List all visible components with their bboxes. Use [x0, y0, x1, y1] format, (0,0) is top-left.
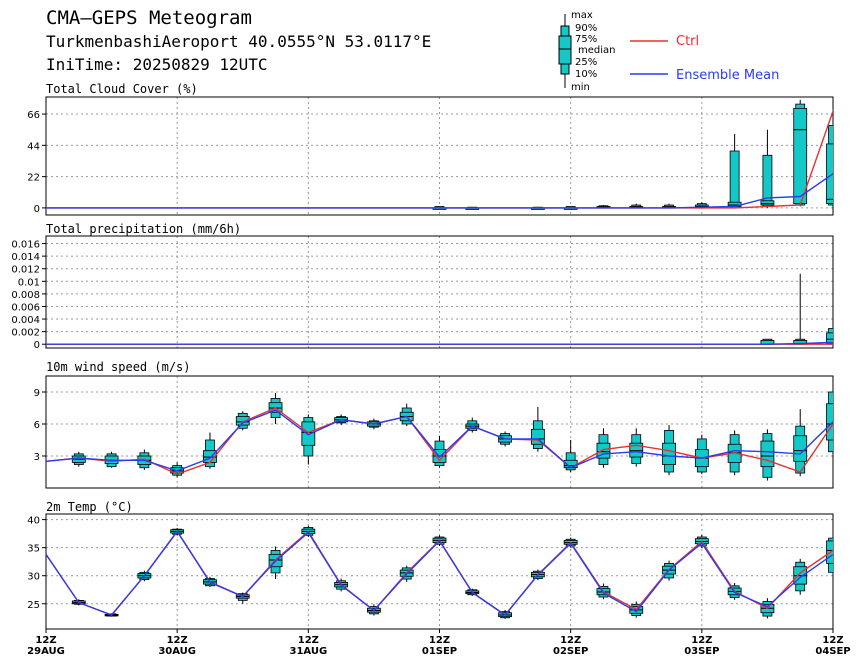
wind-panel-title: 10m wind speed (m/s): [46, 360, 191, 374]
cloud-ytick-label: 0: [34, 204, 40, 215]
legend-mean-label: Ensemble Mean: [676, 68, 779, 83]
cloud-box: [826, 119, 833, 207]
temp-frame: [45, 513, 834, 630]
cloud-box: [727, 133, 742, 209]
wind-ytick-label: 3: [34, 452, 40, 463]
precip-ytick-label: 0.006: [11, 302, 40, 313]
precip-ytick-label: 0.004: [11, 315, 40, 326]
x-tick-date: 29AUG: [27, 646, 65, 657]
temp-mean-line: [46, 530, 833, 616]
legend-box-p90: 90%: [575, 23, 597, 34]
cloud-panel: Total Cloud Cover (%) 0 22 44 66: [27, 82, 834, 216]
temp-plot-area: [46, 525, 833, 619]
x-tick-date: 02SEP: [553, 646, 588, 657]
chart-title: CMA—GEPS Meteogram: [46, 7, 252, 29]
legend-box-p75: 75%: [575, 34, 597, 45]
x-tick-time: 12Z: [822, 635, 843, 646]
legend-box-p25: 25%: [575, 57, 597, 68]
temp-ytick-label: 30: [27, 572, 40, 583]
precip-ytick-label: 0.012: [11, 265, 40, 276]
x-tick-date: 31AUG: [289, 646, 327, 657]
wind-box: [530, 406, 545, 452]
legend-box-p10: 10%: [575, 69, 597, 80]
wind-box: [694, 434, 709, 475]
precip-ctrl-line: [46, 343, 833, 345]
x-tick-time: 12Z: [167, 635, 188, 646]
temp-panel-title: 2m Temp (°C): [46, 500, 133, 514]
x-tick-time: 12Z: [691, 635, 712, 646]
wind-box: [301, 414, 316, 465]
legend-box-glyph: [558, 14, 572, 88]
temp-panel: 2m Temp (°C) 25 30 35 40: [27, 500, 834, 630]
precip-box: [793, 273, 808, 345]
legend-box-min: min: [571, 82, 590, 93]
wind-box: [826, 385, 833, 456]
wind-box: [596, 428, 611, 468]
legend-box-median: median: [578, 45, 616, 56]
precip-ytick-label: 0.002: [11, 328, 40, 339]
precip-ytick-label: 0.014: [11, 252, 40, 263]
x-tick-time: 12Z: [35, 635, 56, 646]
precip-panel-title: Total precipitation (mm/6h): [46, 222, 241, 236]
precip-ytick-label: 0: [34, 340, 40, 351]
temp-ytick-label: 40: [27, 516, 40, 527]
wind-mean-line: [46, 409, 833, 472]
precip-ytick-label: 0.016: [11, 240, 40, 251]
cloud-box: [760, 129, 775, 208]
temp-ytick-label: 25: [27, 600, 40, 611]
legend-ctrl-label: Ctrl: [676, 34, 699, 49]
cloud-ytick-label: 66: [27, 110, 40, 121]
precip-ytick-label: 0.008: [11, 290, 40, 301]
temp-box: [268, 546, 283, 580]
precip-mean-line: [46, 341, 833, 345]
x-tick-time: 12Z: [429, 635, 450, 646]
wind-plot-area: [46, 385, 833, 481]
precip-panel: Total precipitation (mm/6h) 00.002 0.004 0.…: [11, 222, 834, 351]
wind-ytick-label: 6: [34, 420, 40, 431]
precip-frame: [45, 235, 834, 349]
x-tick-date: 04SEP: [815, 646, 850, 657]
legend-box-max: max: [571, 10, 593, 21]
precip-plot-area: [46, 273, 833, 345]
init-time-label: IniTime: 20250829 12UTC: [46, 55, 268, 74]
wind-box: [793, 409, 808, 477]
x-tick-date: 30AUG: [158, 646, 196, 657]
legend: max 90% 75% median 25% 10% min Ctrl Ense…: [558, 10, 779, 93]
wind-box: [629, 428, 644, 467]
cloud-panel-title: Total Cloud Cover (%): [46, 82, 198, 96]
station-label: TurkmenbashiAeroport 40.0555°N 53.0117°E: [46, 32, 431, 51]
x-tick-time: 12Z: [298, 635, 319, 646]
x-tick-time: 12Z: [560, 635, 581, 646]
wind-ytick-label: 9: [34, 388, 40, 399]
x-tick-date: 03SEP: [684, 646, 719, 657]
cloud-mean-line: [46, 173, 833, 209]
wind-box: [760, 429, 775, 481]
cloud-box: [793, 99, 808, 207]
wind-panel: 10m wind speed (m/s) 3 6 9: [34, 360, 834, 489]
cloud-ytick-label: 22: [27, 173, 40, 184]
cloud-plot-area: [46, 99, 833, 210]
x-tick-date: 01SEP: [422, 646, 457, 657]
precip-box: [826, 326, 833, 345]
precip-ytick-label: 0.01: [18, 277, 40, 288]
temp-ytick-label: 35: [27, 544, 40, 555]
cloud-ytick-label: 44: [27, 141, 40, 152]
